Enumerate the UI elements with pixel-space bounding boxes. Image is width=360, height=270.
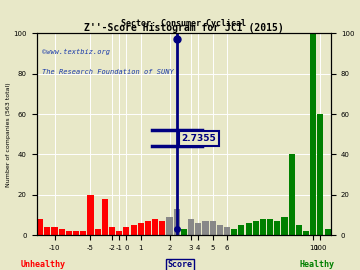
Bar — [174, 209, 180, 235]
Bar — [202, 221, 208, 235]
Bar — [131, 225, 137, 235]
Bar — [166, 217, 172, 235]
Bar — [325, 229, 331, 235]
Text: The Research Foundation of SUNY: The Research Foundation of SUNY — [42, 69, 174, 75]
Bar — [66, 231, 72, 235]
Bar — [138, 223, 144, 235]
Bar — [102, 199, 108, 235]
Bar — [289, 154, 295, 235]
Bar — [210, 221, 216, 235]
Bar — [109, 227, 115, 235]
Bar — [195, 223, 201, 235]
Bar — [296, 225, 302, 235]
Text: Healthy: Healthy — [299, 260, 334, 269]
Bar — [267, 219, 273, 235]
Bar — [159, 221, 165, 235]
Bar — [181, 229, 187, 235]
Bar — [44, 227, 50, 235]
Bar — [253, 221, 259, 235]
Bar — [123, 227, 130, 235]
Bar — [231, 229, 237, 235]
Bar — [51, 227, 58, 235]
Bar — [80, 231, 86, 235]
Title: Z''-Score Histogram for JCI (2015): Z''-Score Histogram for JCI (2015) — [84, 22, 284, 33]
Text: Unhealthy: Unhealthy — [21, 260, 66, 269]
Bar — [303, 231, 309, 235]
Text: Sector: Consumer Cyclical: Sector: Consumer Cyclical — [121, 19, 246, 28]
Bar — [37, 219, 43, 235]
Bar — [224, 227, 230, 235]
Bar — [145, 221, 151, 235]
Bar — [246, 223, 252, 235]
Bar — [59, 229, 65, 235]
Bar — [95, 229, 101, 235]
Bar — [310, 33, 316, 235]
Text: ©www.textbiz.org: ©www.textbiz.org — [42, 48, 111, 55]
Bar — [188, 219, 194, 235]
Text: Score: Score — [167, 260, 193, 269]
Bar — [238, 225, 244, 235]
Y-axis label: Number of companies (563 total): Number of companies (563 total) — [5, 82, 10, 187]
Bar — [274, 221, 280, 235]
Bar — [282, 217, 288, 235]
Bar — [152, 219, 158, 235]
Text: 2.7355: 2.7355 — [182, 134, 216, 143]
Bar — [217, 225, 223, 235]
Bar — [260, 219, 266, 235]
Bar — [87, 195, 94, 235]
Bar — [116, 231, 122, 235]
Bar — [73, 231, 79, 235]
Bar — [318, 114, 324, 235]
